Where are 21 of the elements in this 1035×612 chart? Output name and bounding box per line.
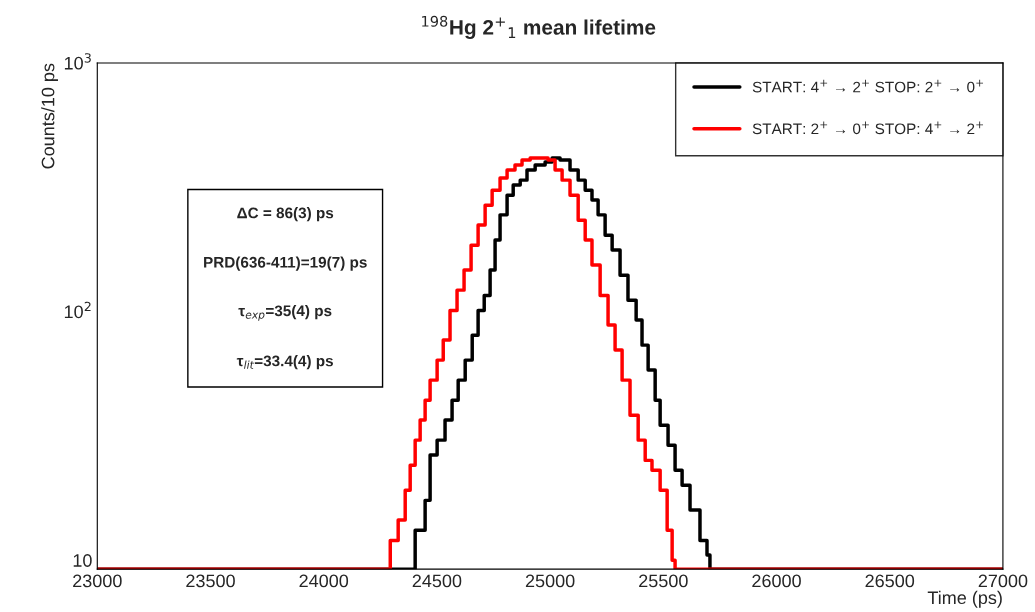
x-tick-label: 24000 bbox=[299, 574, 349, 588]
x-tick-label: 24500 bbox=[412, 574, 462, 588]
x-axis-title: Time (ps) bbox=[927, 590, 1002, 608]
x-tick-label: 23500 bbox=[186, 574, 235, 588]
x-tick-label: 27000 bbox=[978, 574, 1028, 588]
x-tick-label: 25500 bbox=[639, 574, 688, 588]
chart-title: $^{198}$Hg 2$^{+}$$_{1}$ mean lifetime bbox=[422, 15, 656, 39]
annotation: τ$_{exp}$=35(4) ps bbox=[238, 304, 332, 321]
y-tick-label: 10 bbox=[73, 554, 92, 567]
y-tick-label: 10$^{3}$ bbox=[64, 53, 91, 70]
annotation: PRD(636-411)=19(7) ps bbox=[204, 256, 367, 271]
x-tick-label: 26500 bbox=[865, 574, 915, 588]
legend-label: START: 4$^{+}$ → 2$^{+}$ STOP: 2$^{+}$ → 0$^{+}$ bbox=[752, 79, 984, 93]
annotation: τ$_{lit}$=33.4(4) ps bbox=[236, 355, 333, 370]
annotation: ΔC = 86(3) ps bbox=[237, 207, 334, 222]
y-axis-title: Counts/10 ps bbox=[41, 63, 58, 169]
legend-label: START: 2$^{+}$ → 0$^{+}$ STOP: 4$^{+}$ → 2$^{+}$ bbox=[752, 121, 984, 135]
x-tick-label: 23000 bbox=[73, 574, 122, 588]
y-tick-label: 10$^{2}$ bbox=[64, 301, 91, 319]
x-tick-label: 25000 bbox=[525, 574, 575, 588]
x-tick-label: 26000 bbox=[752, 574, 801, 588]
